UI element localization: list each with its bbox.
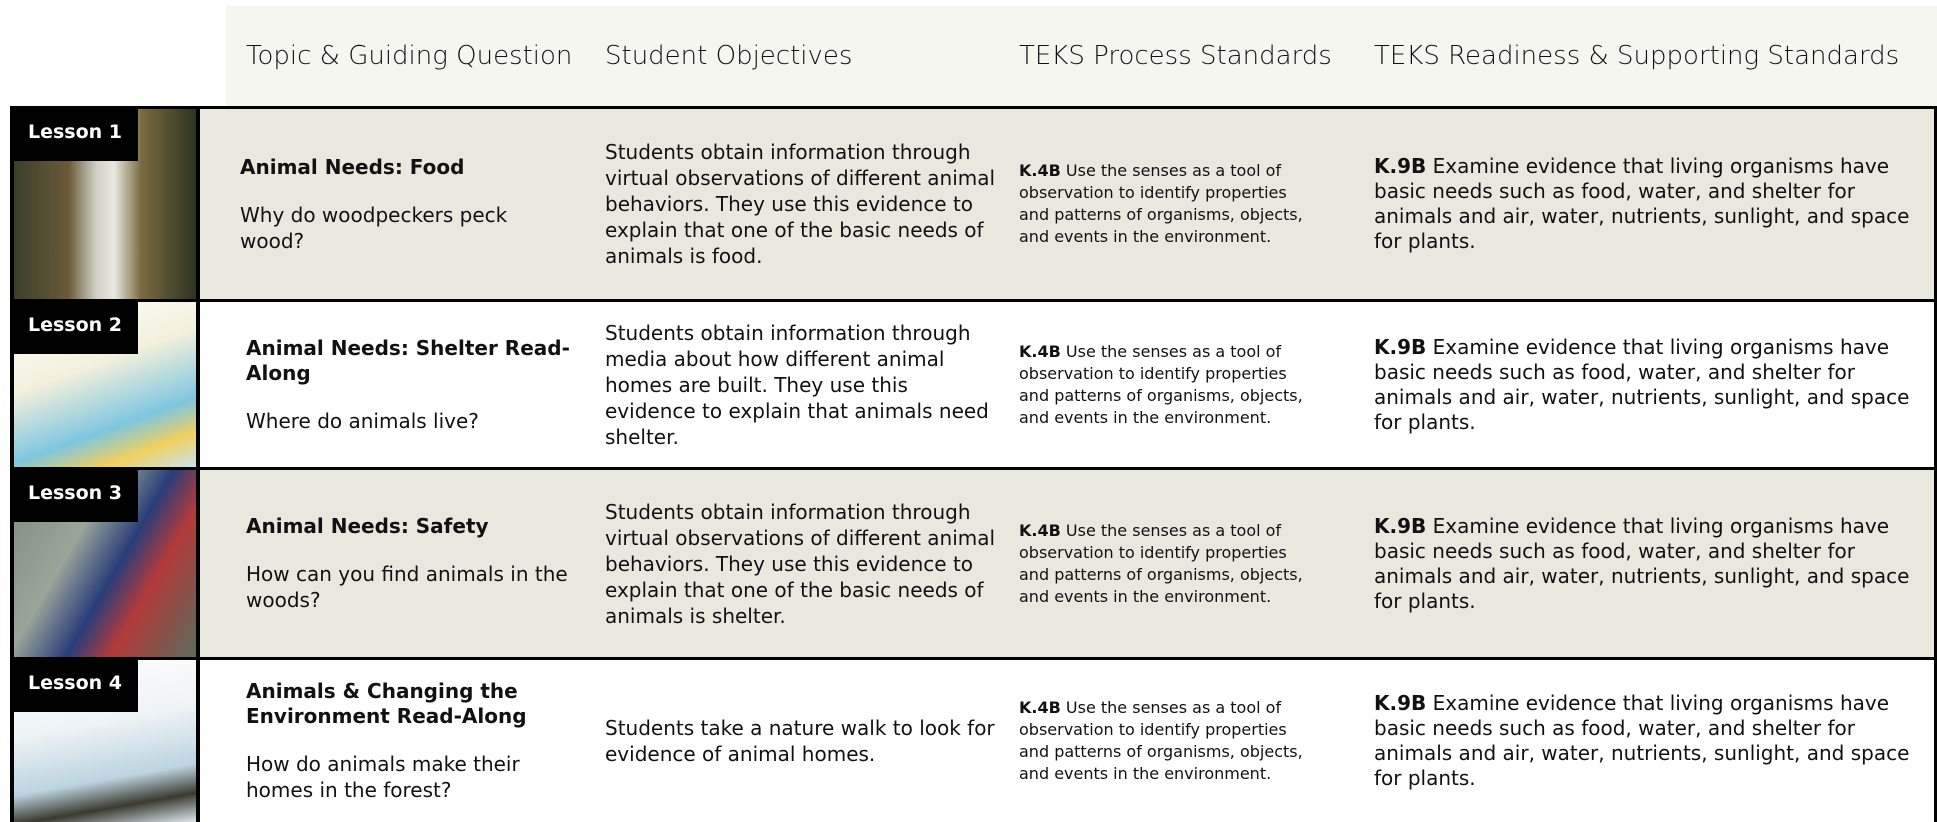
topic-title: Animal Needs: Safety: [246, 514, 489, 538]
topic-title: Animal Needs: Food: [240, 154, 465, 179]
process-standard: K.4B Use the senses as a tool of observa…: [1019, 697, 1309, 785]
objective-cell: Students obtain information through medi…: [605, 302, 997, 467]
readiness-cell: K.9B Examine evidence that living organi…: [1374, 660, 1934, 822]
readiness-standard: K.9B Examine evidence that living organi…: [1374, 514, 1934, 614]
standard-code: K.4B: [1019, 520, 1061, 540]
process-standard: K.4B Use the senses as a tool of observa…: [1019, 160, 1309, 248]
topic-cell: Animal Needs: Safety How can you find ani…: [246, 470, 576, 657]
column-header: TEKS Process Standards: [1019, 40, 1332, 71]
guiding-question: How can you find animals in the woods?: [246, 562, 568, 612]
readiness-cell: K.9B Examine evidence that living organi…: [1374, 109, 1934, 299]
objective-text: Students obtain information through virt…: [605, 140, 996, 268]
standard-text: Use the senses as a tool of observation …: [1019, 698, 1303, 783]
guiding-question: Why do woodpeckers peck wood?: [240, 202, 508, 253]
objective-cell: Students obtain information through virt…: [605, 109, 997, 299]
standard-code: K.9B: [1374, 513, 1427, 538]
standard-text: Use the senses as a tool of observation …: [1019, 341, 1303, 427]
lesson-row: Lesson 2 Animal Needs: Shelter Read-Along…: [10, 299, 1937, 467]
column-header: Student Objectives: [605, 40, 853, 71]
standard-text: Examine evidence that living organisms h…: [1374, 154, 1910, 253]
objective-text: Students obtain information through virt…: [605, 499, 996, 628]
process-cell: K.4B Use the senses as a tool of observa…: [1019, 109, 1309, 299]
objective-text: Students obtain information through medi…: [605, 320, 989, 449]
readiness-cell: K.9B Examine evidence that living organi…: [1374, 302, 1934, 467]
lesson-label: Lesson 4: [14, 660, 139, 712]
lesson-row: Lesson 1 Animal Needs: Food Why do woodpec…: [10, 106, 1937, 299]
readiness-standard: K.9B Examine evidence that living organi…: [1374, 154, 1934, 254]
lesson-label: Lesson 2: [14, 302, 139, 354]
header-bar: [226, 6, 1937, 106]
topic-cell: Animals & Changing the Environment Read-…: [246, 660, 576, 822]
readiness-standard: K.9B Examine evidence that living organi…: [1374, 691, 1934, 791]
standard-code: K.4B: [1019, 341, 1061, 361]
lesson-label: Lesson 1: [14, 109, 139, 161]
standard-text: Examine evidence that living organisms h…: [1374, 513, 1910, 613]
standard-code: K.9B: [1374, 691, 1427, 715]
objective-cell: Students obtain information through virt…: [605, 470, 997, 657]
readiness-cell: K.9B Examine evidence that living organi…: [1374, 470, 1934, 657]
guiding-question: Where do animals live?: [246, 408, 479, 433]
lesson-thumbnail: Lesson 2: [10, 302, 200, 467]
lesson-label: Lesson 3: [14, 470, 139, 522]
column-header: TEKS Readiness & Supporting Standards: [1374, 40, 1900, 71]
standard-code: K.9B: [1374, 154, 1427, 178]
topic-title: Animals & Changing the Environment Read-…: [246, 679, 527, 728]
topic-title: Animal Needs: Shelter Read-Along: [246, 335, 570, 385]
topic-cell: Animal Needs: Food Why do woodpeckers pec…: [240, 109, 570, 299]
lesson-thumbnail: Lesson 3: [10, 470, 200, 657]
objective-text: Students take a nature walk to look for …: [605, 716, 995, 766]
lesson-thumbnail: Lesson 1: [10, 109, 200, 299]
lesson-row: Lesson 3 Animal Needs: Safety How can you …: [10, 467, 1937, 657]
lesson-thumbnail: Lesson 4: [10, 660, 200, 822]
standard-text: Examine evidence that living organisms h…: [1374, 691, 1910, 790]
standard-text: Use the senses as a tool of observation …: [1019, 161, 1303, 246]
process-cell: K.4B Use the senses as a tool of observa…: [1019, 470, 1309, 657]
process-cell: K.4B Use the senses as a tool of observa…: [1019, 660, 1309, 822]
column-header: Topic & Guiding Question: [246, 40, 573, 71]
objective-cell: Students take a nature walk to look for …: [605, 660, 997, 822]
standard-text: Use the senses as a tool of observation …: [1019, 520, 1303, 606]
process-standard: K.4B Use the senses as a tool of observa…: [1019, 520, 1309, 608]
standard-code: K.4B: [1019, 161, 1061, 180]
lesson-row: Lesson 4 Animals & Changing the Environme…: [10, 657, 1937, 822]
standard-code: K.9B: [1374, 334, 1427, 359]
process-cell: K.4B Use the senses as a tool of observa…: [1019, 302, 1309, 467]
topic-cell: Animal Needs: Shelter Read-Along Where do…: [246, 302, 576, 467]
standard-text: Examine evidence that living organisms h…: [1374, 334, 1910, 434]
readiness-standard: K.9B Examine evidence that living organi…: [1374, 335, 1934, 435]
guiding-question: How do animals make their homes in the f…: [246, 752, 520, 802]
standard-code: K.4B: [1019, 698, 1061, 717]
process-standard: K.4B Use the senses as a tool of observa…: [1019, 341, 1309, 429]
